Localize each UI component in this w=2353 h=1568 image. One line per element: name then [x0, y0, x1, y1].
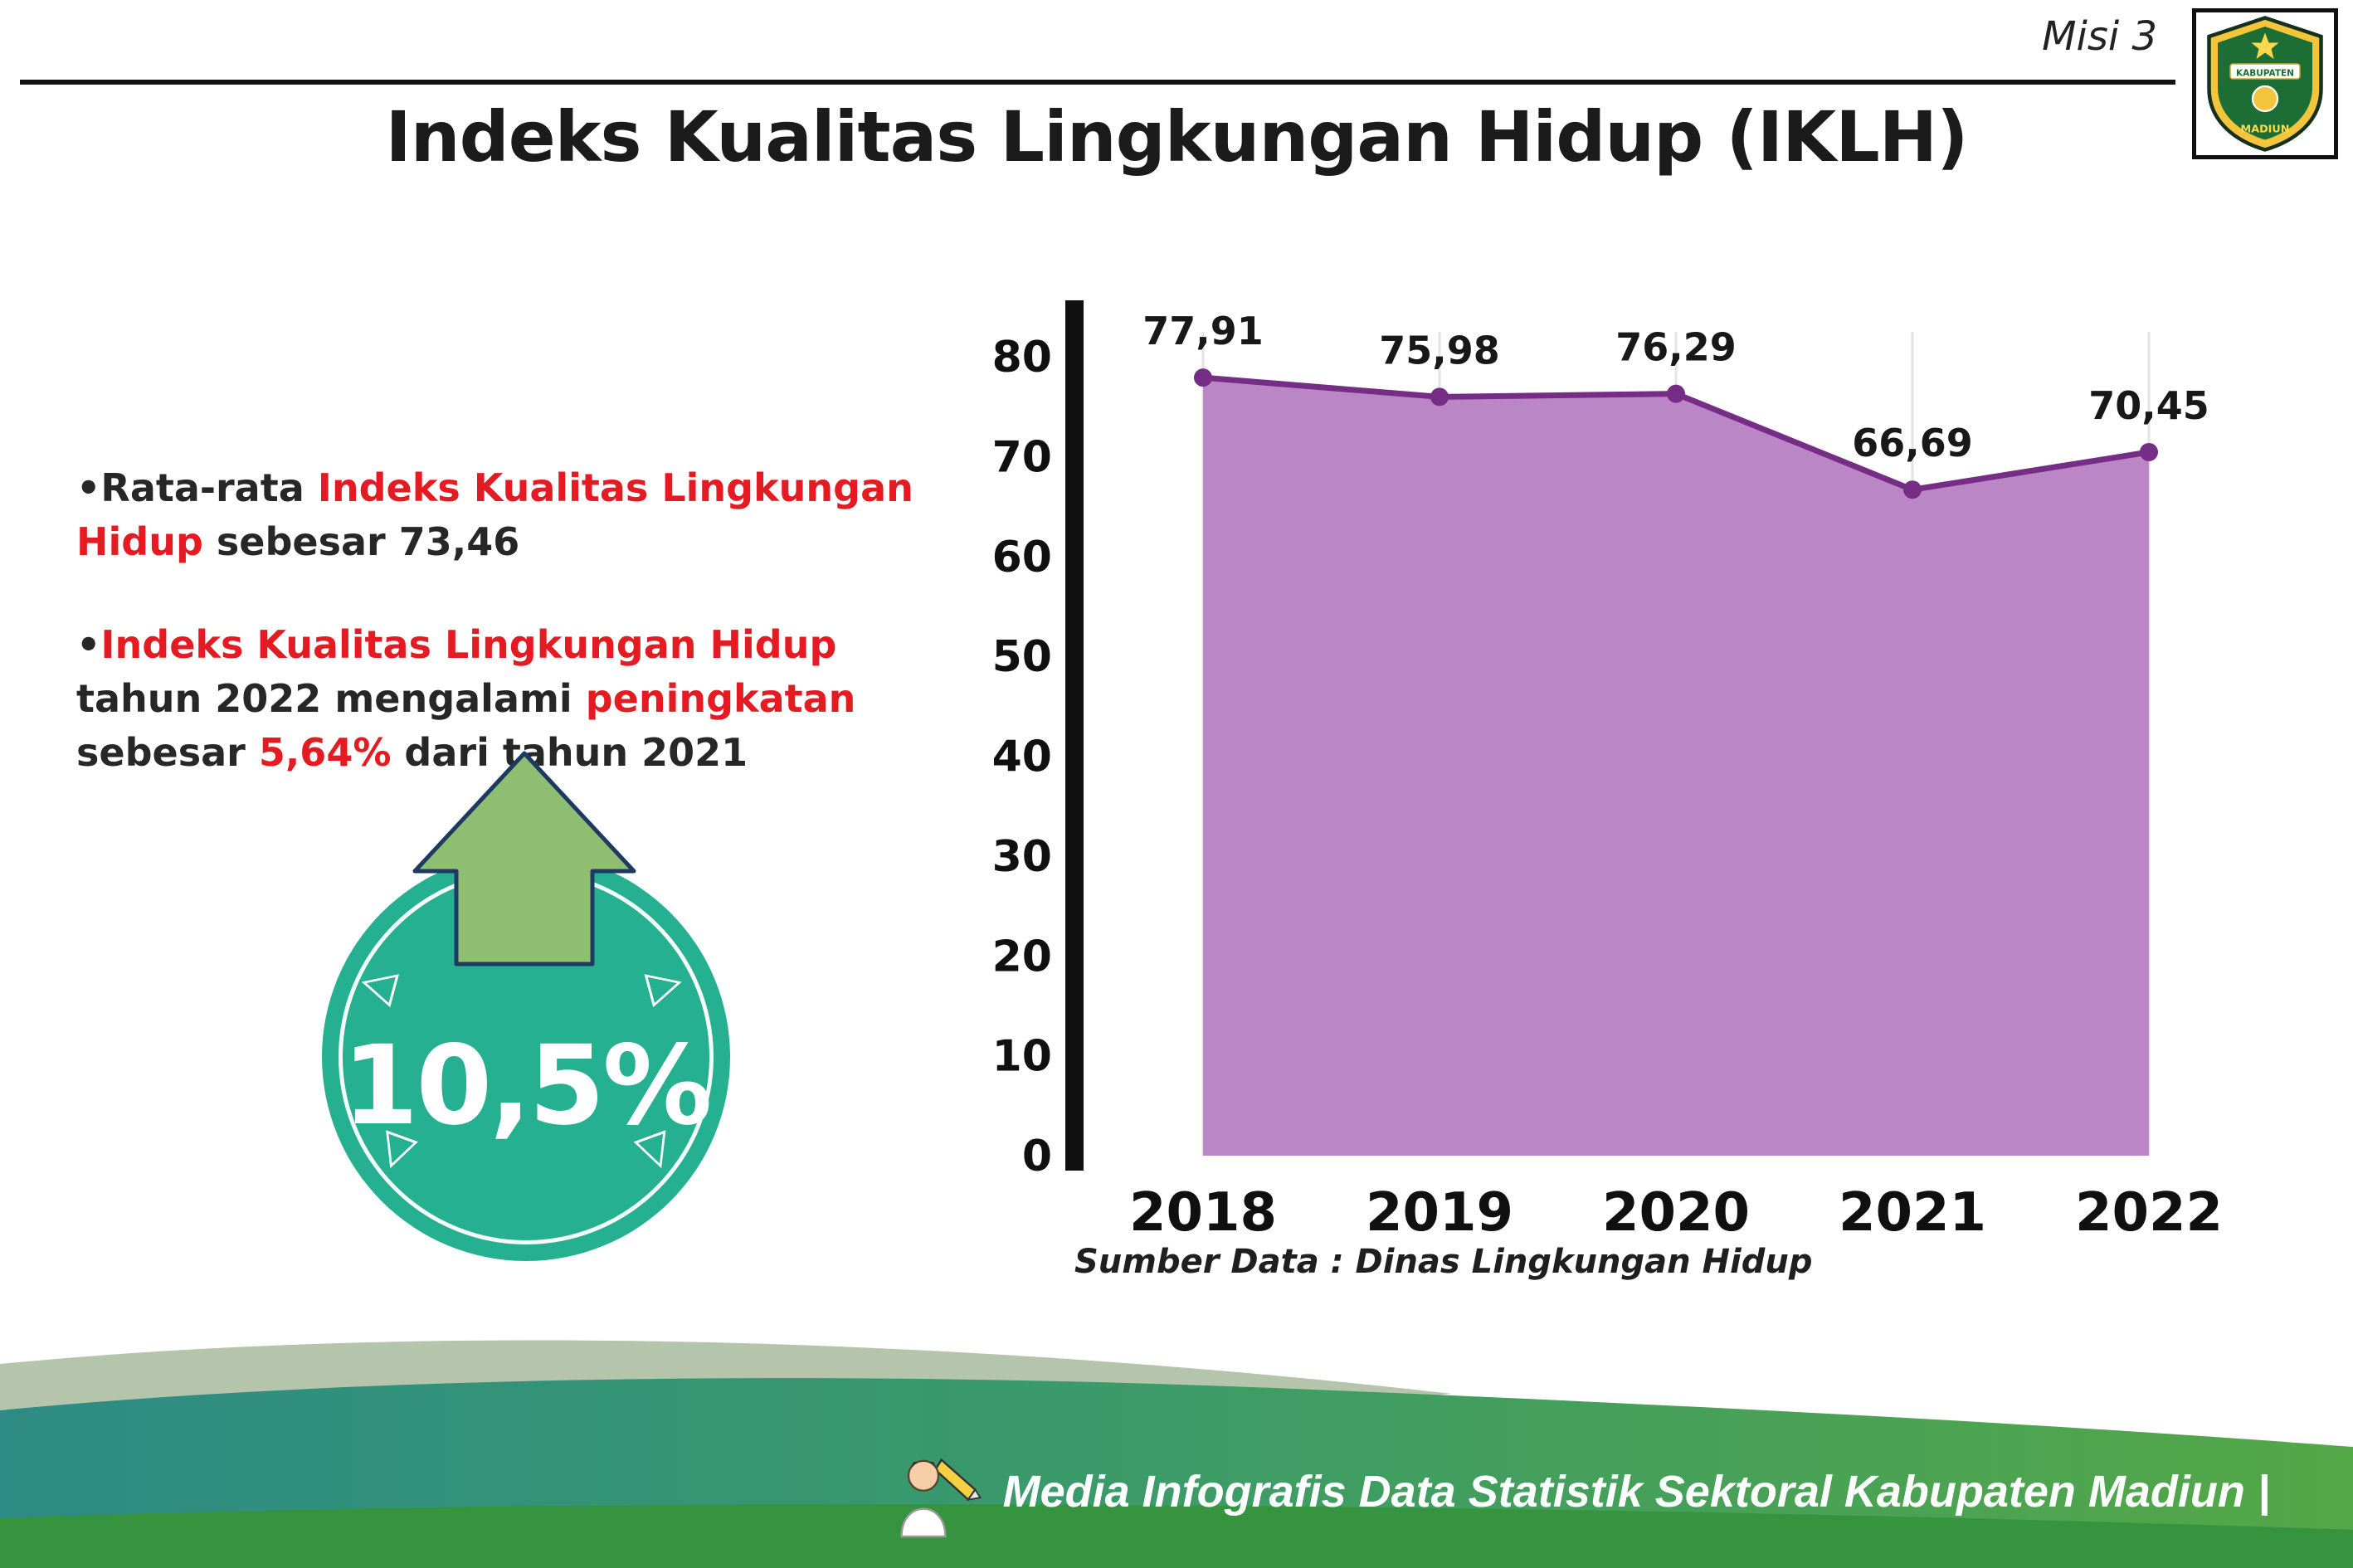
svg-text:2022: 2022: [2075, 1182, 2223, 1244]
bullet-marker: •: [76, 465, 101, 510]
svg-text:2021: 2021: [1839, 1182, 1986, 1244]
svg-text:80: 80: [992, 333, 1052, 382]
bullet-text-segment: Indeks Kualitas Lingkungan Hidup: [100, 621, 837, 667]
bullet-list: •Rata-rata Indeks Kualitas Lingkungan Hi…: [76, 461, 972, 829]
svg-text:75,98: 75,98: [1379, 328, 1500, 373]
bullet-text-segment: Indeks Kualitas Lingkungan Hidup: [76, 465, 913, 565]
bullet-text-segment: sebesar 73,46: [202, 519, 520, 565]
iklh-chart-svg: 77,91 75,98 76,29 66,69 70,45 0 10 20 30 40 50 60 70…: [992, 300, 2223, 1244]
logo-region-text: KABUPATEN: [2236, 68, 2294, 78]
bullet-text-segment: 5,64%: [258, 730, 392, 776]
svg-text:20: 20: [992, 932, 1052, 981]
svg-text:2019: 2019: [1366, 1182, 1513, 1244]
footer-text: Media Infografis Data Statistik Sektoral…: [1002, 1467, 2270, 1517]
svg-text:50: 50: [992, 632, 1052, 682]
footer-wave: [0, 1340, 2353, 1568]
footer-wave-bottom: [0, 1504, 2353, 1568]
bullet-item-increase: •Indeks Kualitas Lingkungan Hidup tahun …: [76, 618, 972, 781]
svg-text:40: 40: [992, 733, 1052, 782]
up-arrow-icon: [412, 751, 636, 967]
bullet-text-segment: tahun 2022 mengalami: [76, 675, 586, 721]
misi-label: Misi 3: [2042, 13, 2157, 60]
footer: Media Infografis Data Statistik Sektoral…: [0, 1442, 2270, 1541]
header-divider: [20, 80, 2175, 85]
svg-text:60: 60: [992, 533, 1052, 582]
iklh-chart: 77,91 75,98 76,29 66,69 70,45 0 10 20 30 40 50 60 70…: [913, 297, 2323, 1268]
svg-text:10: 10: [992, 1032, 1052, 1082]
bullet-text-segment: peningkatan: [585, 675, 856, 721]
bullet-text-segment: dari tahun 2021: [391, 730, 748, 776]
bullet-text-segment: sebesar: [76, 730, 259, 776]
page-title: Indeks Kualitas Lingkungan Hidup (IKLH): [385, 96, 1969, 178]
svg-text:2020: 2020: [1602, 1182, 1750, 1244]
svg-text:70: 70: [992, 432, 1052, 482]
svg-text:70,45: 70,45: [2088, 383, 2209, 428]
svg-text:66,69: 66,69: [1852, 421, 1973, 465]
bullet-item-average: •Rata-rata Indeks Kualitas Lingkungan Hi…: [76, 461, 972, 570]
svg-text:76,29: 76,29: [1615, 325, 1737, 370]
logo-city-text: MADIUN: [2241, 124, 2290, 136]
chart-source-caption: Sumber Data : Dinas Lingkungan Hidup: [1074, 1243, 1813, 1281]
svg-text:0: 0: [1022, 1132, 1052, 1181]
svg-text:77,91: 77,91: [1142, 309, 1264, 353]
mascot-icon: [900, 1458, 982, 1538]
bullet-text-segment: Rata-rata: [100, 465, 318, 510]
svg-text:2018: 2018: [1129, 1182, 1277, 1244]
badge-value: 10,5%: [342, 1022, 713, 1150]
kabupaten-madiun-logo: KABUPATEN MADIUN: [2192, 8, 2338, 159]
svg-text:30: 30: [992, 832, 1052, 882]
logo-crest-icon: KABUPATEN MADIUN: [2207, 16, 2323, 152]
bullet-marker: •: [76, 621, 101, 667]
